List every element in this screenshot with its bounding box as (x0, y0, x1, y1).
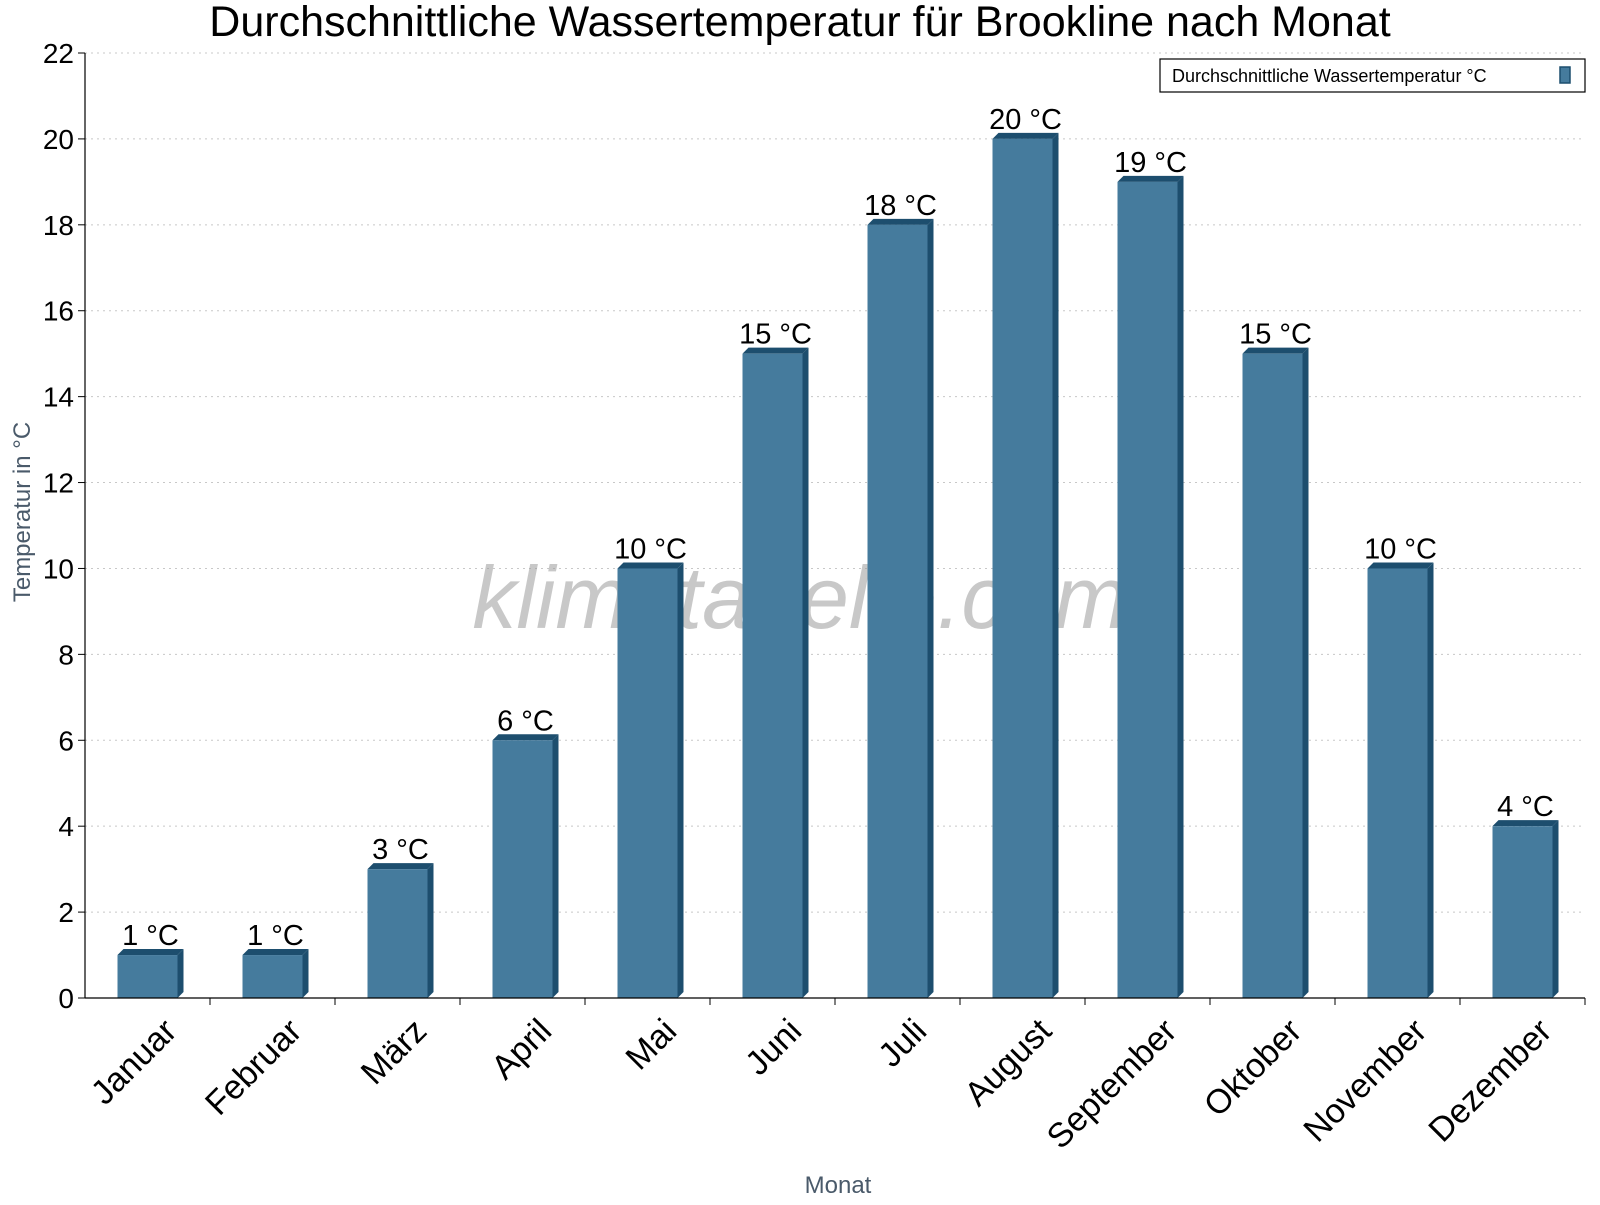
bar-front (1242, 353, 1303, 998)
bar-top (367, 863, 434, 870)
y-tick-label: 12 (43, 468, 74, 499)
y-tick-label: 8 (58, 639, 74, 670)
x-tick-label: März (354, 1012, 434, 1092)
bar-top (1367, 562, 1434, 569)
x-tick-label: Oktober (1197, 1012, 1309, 1124)
y-tick-label: 18 (43, 210, 74, 241)
bar-front (617, 568, 678, 998)
bar-front (1117, 181, 1178, 998)
x-tick-label: Februar (198, 1012, 309, 1123)
legend-swatch (1559, 66, 1571, 84)
y-tick-label: 16 (43, 296, 74, 327)
bar-top (242, 949, 309, 956)
bar (367, 863, 434, 998)
bar-side (927, 218, 934, 998)
data-label: 1 °C (122, 920, 179, 952)
y-tick-label: 14 (43, 382, 74, 413)
bar-front (117, 955, 178, 998)
bar (1492, 820, 1559, 998)
bar (992, 132, 1059, 999)
x-tick-label: Dezember (1421, 1012, 1559, 1150)
bar-side (1552, 820, 1559, 998)
bar-side (677, 562, 684, 998)
x-tick-label: Juli (871, 1012, 934, 1075)
data-label: 6 °C (497, 705, 554, 737)
bar-front (242, 955, 303, 998)
bar-front (367, 869, 428, 998)
y-tick-label: 4 (58, 811, 74, 842)
bar-top (867, 218, 934, 225)
x-axis-title: Monat (805, 1172, 872, 1199)
data-label: 15 °C (739, 319, 812, 351)
y-axis-title: Temperatur in °C (9, 422, 36, 602)
bar-top (992, 132, 1059, 139)
bar-front (992, 138, 1053, 999)
bar (492, 734, 559, 998)
legend-label: Durchschnittliche Wassertemperatur °C (1172, 66, 1487, 86)
bar (117, 949, 184, 998)
data-labels: 1 °C 1 °C 3 °C 6 °C 10 °C 15 °C 18 °C 20 °C 19 °… (122, 104, 1554, 952)
bar-top (617, 562, 684, 569)
bar-top (117, 949, 184, 956)
data-label: 10 °C (1364, 533, 1437, 565)
bar-side (802, 347, 809, 998)
legend: Durchschnittliche Wassertemperatur °C (1159, 58, 1586, 93)
bar-top (1492, 820, 1559, 827)
bar-side (1052, 132, 1059, 999)
chart-title: Durchschnittliche Wassertemperatur für B… (209, 0, 1390, 46)
data-label: 19 °C (1114, 147, 1187, 179)
bar-side (552, 734, 559, 998)
y-tick-label: 0 (58, 983, 74, 1014)
bar (242, 949, 309, 998)
y-tick-label: 22 (43, 38, 74, 69)
x-tick-label: April (484, 1012, 559, 1087)
y-tick-label: 2 (58, 897, 74, 928)
data-label: 10 °C (614, 533, 687, 565)
bar-top (1117, 175, 1184, 182)
bar-top (742, 347, 809, 354)
bar (1117, 175, 1184, 998)
data-label: 18 °C (864, 190, 937, 222)
bar (867, 218, 934, 998)
bar-front (1367, 568, 1428, 998)
grid-lines (85, 52, 1585, 913)
data-label: 20 °C (989, 104, 1062, 136)
x-tick-label: November (1296, 1012, 1434, 1150)
data-label: 15 °C (1239, 319, 1312, 351)
data-label: 3 °C (372, 834, 429, 866)
bar-front (867, 224, 928, 998)
x-tick-label: September (1040, 1012, 1184, 1156)
legend-box (1159, 58, 1586, 93)
bar-side (302, 949, 309, 998)
y-tick-label: 20 (43, 124, 74, 155)
bar (1367, 562, 1434, 998)
bar (742, 347, 809, 998)
bar-side (1177, 175, 1184, 998)
bar-top (492, 734, 559, 741)
y-tick-label: 6 (58, 725, 74, 756)
bar-side (1427, 562, 1434, 998)
x-tick-label: Januar (84, 1012, 184, 1112)
data-label: 4 °C (1497, 791, 1554, 823)
bar-front (742, 353, 803, 998)
bar-side (427, 863, 434, 998)
x-tick-label: Mai (619, 1012, 685, 1078)
bar-front (492, 740, 553, 998)
bar (1242, 347, 1309, 998)
y-tick-label: 10 (43, 553, 74, 584)
data-label: 1 °C (247, 920, 304, 952)
x-tick-label: Juni (738, 1012, 809, 1083)
bars (117, 132, 1559, 999)
bar-front (1492, 826, 1553, 998)
x-tick-label: August (957, 1011, 1059, 1113)
bar (617, 562, 684, 998)
bar-side (1302, 347, 1309, 998)
bar-top (1242, 347, 1309, 354)
bar-side (177, 949, 184, 998)
